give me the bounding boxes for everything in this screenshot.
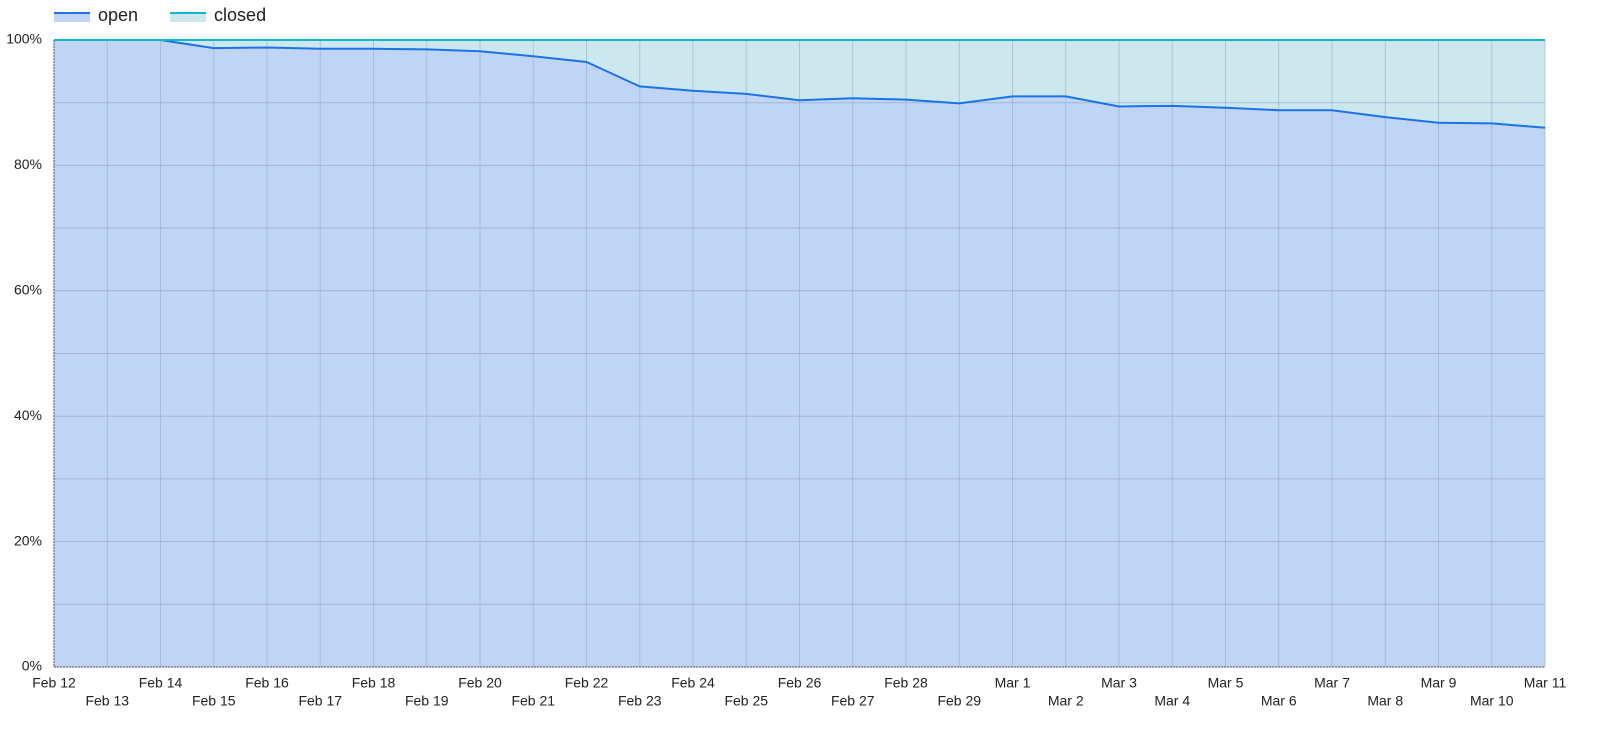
x-tick-label: Feb 13: [85, 693, 129, 709]
x-tick-label: Feb 18: [352, 675, 396, 691]
y-tick-label: 0%: [22, 658, 42, 674]
y-tick-label: 80%: [14, 156, 42, 172]
x-tick-label: Mar 11: [1524, 675, 1567, 691]
legend-swatch: [170, 12, 207, 22]
x-tick-label: Feb 28: [884, 675, 928, 691]
x-tick-label: Feb 15: [192, 693, 236, 709]
x-tick-label: Mar 2: [1048, 693, 1084, 709]
x-tick-label: Mar 6: [1261, 693, 1297, 709]
x-tick-label: Feb 22: [565, 675, 609, 691]
x-tick-label: Feb 26: [778, 675, 822, 691]
y-tick-label: 100%: [6, 31, 42, 47]
y-tick-label: 20%: [14, 532, 42, 548]
x-tick-label: Feb 16: [245, 675, 289, 691]
x-tick-label: Feb 14: [139, 675, 183, 691]
x-tick-label: Mar 8: [1367, 693, 1403, 709]
x-tick-label: Mar 3: [1101, 675, 1137, 691]
legend-label: closed: [214, 5, 266, 25]
x-tick-label: Feb 19: [405, 693, 449, 709]
x-tick-label: Feb 23: [618, 693, 662, 709]
x-tick-label: Mar 9: [1421, 675, 1457, 691]
x-tick-label: Mar 5: [1208, 675, 1244, 691]
series-line: [54, 39, 1546, 129]
x-tick-label: Feb 12: [32, 675, 76, 691]
x-tick-label: Feb 20: [458, 675, 502, 691]
x-tick-label: Mar 4: [1154, 693, 1190, 709]
y-tick-label: 40%: [14, 407, 42, 423]
y-tick-label: 60%: [14, 282, 42, 298]
x-tick-label: Feb 21: [511, 693, 555, 709]
x-tick-label: Mar 7: [1314, 675, 1350, 691]
x-tick-label: Feb 24: [671, 675, 715, 691]
x-tick-label: Mar 10: [1470, 693, 1514, 709]
x-tick-label: Feb 29: [937, 693, 981, 709]
x-tick-label: Feb 25: [724, 693, 768, 709]
x-tick-label: Feb 17: [298, 693, 342, 709]
legend-label: open: [98, 5, 138, 25]
x-tick-label: Feb 27: [831, 693, 875, 709]
legend-swatch: [54, 12, 90, 22]
x-tick-label: Mar 1: [995, 675, 1031, 691]
